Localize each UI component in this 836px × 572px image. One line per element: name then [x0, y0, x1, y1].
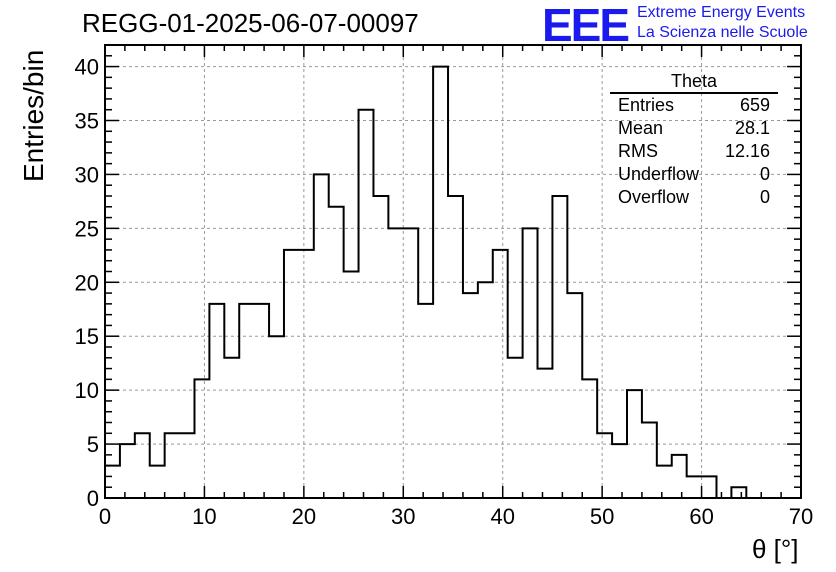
histogram-bin: [105, 466, 120, 498]
stats-value: 0: [759, 187, 770, 207]
chart-title: REGG-01-2025-06-07-00097: [82, 8, 419, 38]
stats-label: Overflow: [618, 187, 690, 207]
y-tick-label: 15: [75, 324, 99, 349]
axis-ticks: [104, 44, 802, 499]
histogram-bars: [104, 65, 801, 499]
stats-rows: Entries 659 Mean 28.1 RMS 12.16 Underflo…: [610, 94, 778, 209]
y-tick-label: 35: [75, 109, 99, 134]
histogram-bin: [388, 228, 403, 498]
histogram-bin: [209, 304, 224, 498]
histogram-bin: [373, 196, 388, 498]
x-tick-label: 50: [590, 504, 614, 529]
histogram-bin: [448, 196, 463, 498]
y-tick-label: 25: [75, 216, 99, 241]
y-tick-label: 30: [75, 162, 99, 187]
stats-label: RMS: [618, 141, 658, 161]
histogram-bin: [687, 476, 702, 498]
histogram-bin: [150, 466, 165, 498]
histogram-bin: [299, 250, 314, 498]
y-tick-label: 40: [75, 55, 99, 80]
stats-value: 0: [759, 164, 770, 184]
histogram-bin: [597, 433, 612, 498]
histogram-bin: [523, 228, 538, 498]
stats-row-entries: Entries 659: [610, 94, 778, 117]
histogram-bin: [120, 444, 135, 498]
histogram-bin: [180, 433, 195, 498]
y-tick-label: 0: [87, 486, 99, 511]
stats-label: Entries: [618, 95, 675, 115]
histogram-bin: [269, 336, 284, 498]
x-tick-label: 30: [391, 504, 415, 529]
stats-row-rms: RMS 12.16: [610, 140, 778, 163]
histogram-bin: [657, 466, 672, 498]
y-tick-label: 10: [75, 378, 99, 403]
histogram-bin: [329, 207, 344, 498]
histogram-bin: [314, 174, 329, 498]
histogram-bin: [254, 304, 269, 498]
tick-labels: 0 10 20 30 40 50 60 70 0 5 10 15 20 25 30 35 40: [75, 55, 814, 529]
histogram-bin: [239, 304, 254, 498]
histogram-bin: [508, 358, 523, 498]
histogram-bin: [493, 250, 508, 498]
stats-box: Theta Entries 659 Mean 28.1 RMS 12.16 Un…: [610, 70, 778, 209]
histogram-bin: [224, 358, 239, 498]
histogram-bin: [135, 433, 150, 498]
histogram-bin: [433, 67, 448, 498]
x-axis-label: θ [°]: [752, 534, 799, 564]
histogram-bin: [165, 433, 180, 498]
histogram-bin: [627, 390, 642, 498]
histogram-bin: [418, 304, 433, 498]
y-tick-label: 5: [87, 432, 99, 457]
x-tick-label: 0: [99, 504, 111, 529]
stats-row-overflow: Overflow 0: [610, 186, 778, 209]
histogram-bin: [194, 379, 209, 498]
stats-row-underflow: Underflow 0: [610, 163, 778, 186]
histogram-bin: [552, 196, 567, 498]
x-tick-label: 60: [689, 504, 713, 529]
stats-value: 12.16: [724, 141, 770, 161]
histogram-bin: [731, 487, 746, 498]
stats-value: 28.1: [734, 118, 770, 138]
histogram-outline: [104, 65, 801, 499]
histogram-bin: [344, 272, 359, 499]
histogram-bin: [582, 379, 597, 498]
y-tick-label: 20: [75, 270, 99, 295]
stats-box-title: Theta: [610, 70, 778, 94]
stats-value: 659: [739, 95, 770, 115]
stats-label: Underflow: [618, 164, 700, 184]
histogram-bin: [642, 423, 657, 499]
histogram-bin: [359, 110, 374, 498]
histogram-bin: [567, 293, 582, 498]
grid-lines: [105, 45, 801, 498]
x-tick-label: 70: [789, 504, 813, 529]
stats-label: Mean: [618, 118, 664, 138]
logo-text-line1: Extreme Energy Events: [637, 4, 806, 21]
x-tick-label: 10: [192, 504, 216, 529]
x-tick-label: 20: [292, 504, 316, 529]
eee-logo-mark: EEE: [542, 0, 630, 51]
histogram-bin: [284, 250, 299, 498]
histogram-bin: [463, 293, 478, 498]
histogram-bin: [702, 476, 717, 498]
histogram-bin: [478, 282, 493, 498]
histogram-bin: [538, 369, 553, 498]
histogram-bin: [403, 228, 418, 498]
stats-row-mean: Mean 28.1: [610, 117, 778, 140]
logo-text-line2: La Scienza nelle Scuole: [637, 24, 808, 41]
histogram-bin: [672, 455, 687, 498]
x-tick-label: 40: [490, 504, 514, 529]
histogram-bin: [612, 444, 627, 498]
